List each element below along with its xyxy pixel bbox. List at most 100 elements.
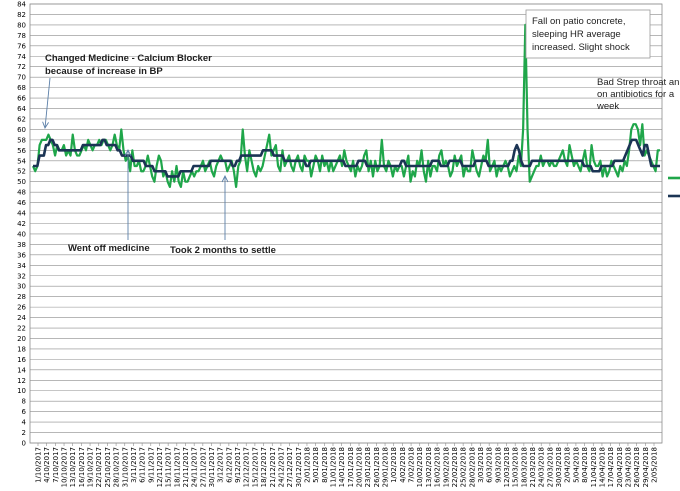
- x-tick-label: 4/02/2018: [399, 447, 407, 483]
- x-tick-label: 31/10/2017: [121, 447, 129, 487]
- chart-annotations: Changed Medicine - Calcium Blocker becaus…: [45, 9, 679, 256]
- x-tick-label: 8/01/2018: [321, 447, 329, 483]
- x-tick-label: 13/02/2018: [425, 447, 433, 487]
- x-tick-label: 28/02/2018: [468, 447, 476, 487]
- x-tick-label: 2/05/2018: [651, 447, 659, 483]
- annotation-text-medicine: Changed Medicine - Calcium Blocker: [45, 53, 212, 64]
- y-tick-label: 24: [17, 314, 26, 322]
- x-tick-label: 10/02/2018: [416, 447, 424, 487]
- chart-series: [31, 23, 660, 189]
- y-tick-label: 64: [17, 105, 26, 113]
- y-tick-label: 22: [17, 325, 26, 333]
- x-tick-label: 25/10/2017: [104, 447, 112, 487]
- y-tick-label: 58: [17, 136, 26, 144]
- x-tick-label: 2/01/2018: [303, 447, 311, 483]
- x-axis-tick-labels: 1/10/2017 4/10/2017 7/10/2017 10/10/2017 13/…: [35, 443, 659, 487]
- x-tick-label: 26/01/2018: [373, 447, 381, 487]
- annotation-text-fall: sleeping HR average: [532, 29, 621, 40]
- x-tick-label: 9/12/2017: [234, 447, 242, 483]
- y-tick-label: 42: [17, 220, 26, 228]
- x-tick-label: 17/01/2018: [347, 447, 355, 487]
- x-tick-label: 5/04/2018: [572, 447, 580, 483]
- x-tick-label: 18/03/2018: [520, 447, 528, 487]
- x-tick-label: 2/04/2018: [564, 447, 572, 483]
- y-tick-label: 30: [17, 283, 26, 291]
- annotation-text-fall: Fall on patio concrete,: [532, 16, 625, 27]
- y-tick-label: 52: [17, 168, 26, 176]
- x-tick-label: 15/12/2017: [251, 447, 259, 487]
- daily-hr-line: [31, 23, 660, 189]
- x-tick-label: 3/03/2018: [477, 447, 485, 483]
- arrowhead: [42, 121, 49, 130]
- y-tick-label: 50: [17, 178, 26, 186]
- x-tick-label: 14/04/2018: [598, 447, 606, 487]
- x-tick-label: 30/12/2017: [295, 447, 303, 487]
- y-tick-label: 82: [17, 11, 26, 19]
- annotation-text-strep: week: [596, 101, 619, 112]
- x-tick-label: 25/02/2018: [460, 447, 468, 487]
- x-tick-label: 30/03/2018: [555, 447, 563, 487]
- x-tick-label: 11/04/2018: [590, 447, 598, 487]
- y-tick-label: 10: [17, 387, 26, 395]
- annotation-callout-box: [525, 9, 651, 59]
- y-tick-label: 6: [22, 408, 27, 416]
- x-tick-label: 12/03/2018: [503, 447, 511, 487]
- x-tick-label: 12/11/2017: [156, 447, 164, 487]
- x-tick-label: 22/02/2018: [451, 447, 459, 487]
- x-tick-label: 24/12/2017: [277, 447, 285, 487]
- y-tick-label: 60: [17, 126, 26, 134]
- x-tick-label: 3/12/2017: [217, 447, 225, 483]
- x-tick-label: 8/04/2018: [581, 447, 589, 483]
- y-tick-label: 34: [17, 262, 26, 270]
- plot-area-border: [29, 3, 663, 444]
- x-tick-label: 24/11/2017: [191, 447, 199, 487]
- x-tick-label: 6/12/2017: [225, 447, 233, 483]
- x-tick-label: 9/03/2018: [494, 447, 502, 483]
- y-tick-label: 72: [17, 63, 26, 71]
- x-tick-label: 4/10/2017: [43, 447, 51, 483]
- annotation-text-medicine: because of increase in BP: [45, 66, 163, 77]
- x-tick-label: 7/10/2017: [52, 447, 60, 483]
- y-tick-label: 62: [17, 115, 26, 123]
- legend-markers: [668, 176, 680, 198]
- x-tick-label: 9/11/2017: [147, 447, 155, 483]
- x-tick-label: 3/11/2017: [130, 447, 138, 483]
- x-tick-label: 16/02/2018: [434, 447, 442, 487]
- x-tick-label: 21/03/2018: [529, 447, 537, 487]
- y-tick-label: 8: [22, 398, 26, 406]
- y-tick-label: 4: [22, 419, 27, 427]
- x-tick-label: 27/12/2017: [286, 447, 294, 487]
- y-tick-label: 18: [17, 345, 26, 353]
- y-tick-label: 66: [17, 95, 26, 103]
- x-tick-label: 5/01/2018: [312, 447, 320, 483]
- x-tick-label: 1/10/2017: [35, 447, 43, 483]
- x-tick-label: 27/03/2018: [546, 447, 554, 487]
- x-tick-label: 1/02/2018: [390, 447, 398, 483]
- y-tick-label: 12: [17, 377, 26, 385]
- x-tick-label: 15/03/2018: [512, 447, 520, 487]
- x-tick-label: 17/04/2018: [607, 447, 615, 487]
- x-tick-label: 23/01/2018: [364, 447, 372, 487]
- x-tick-label: 29/01/2018: [382, 447, 390, 487]
- x-tick-label: 16/10/2017: [78, 447, 86, 487]
- y-tick-label: 46: [17, 199, 26, 207]
- y-tick-label: 80: [17, 21, 26, 29]
- y-tick-label: 36: [17, 251, 26, 259]
- y-tick-label: 48: [17, 189, 26, 197]
- y-tick-label: 20: [17, 335, 26, 343]
- y-tick-label: 70: [17, 74, 26, 82]
- y-tick-label: 28: [17, 293, 26, 301]
- y-tick-label: 76: [17, 42, 26, 50]
- x-tick-label: 11/01/2018: [329, 447, 337, 487]
- annotation-text-strep: Bad Strep throat an: [597, 77, 679, 88]
- x-tick-label: 30/11/2017: [208, 447, 216, 487]
- x-tick-label: 12/12/2017: [243, 447, 251, 487]
- x-tick-label: 23/04/2018: [624, 447, 632, 487]
- arrowhead: [221, 174, 229, 183]
- x-tick-label: 27/11/2017: [199, 447, 207, 487]
- y-tick-label: 32: [17, 272, 26, 280]
- y-tick-label: 38: [17, 241, 26, 249]
- x-tick-label: 20/01/2018: [356, 447, 364, 487]
- y-tick-label: 44: [17, 210, 26, 218]
- x-tick-label: 15/11/2017: [165, 447, 173, 487]
